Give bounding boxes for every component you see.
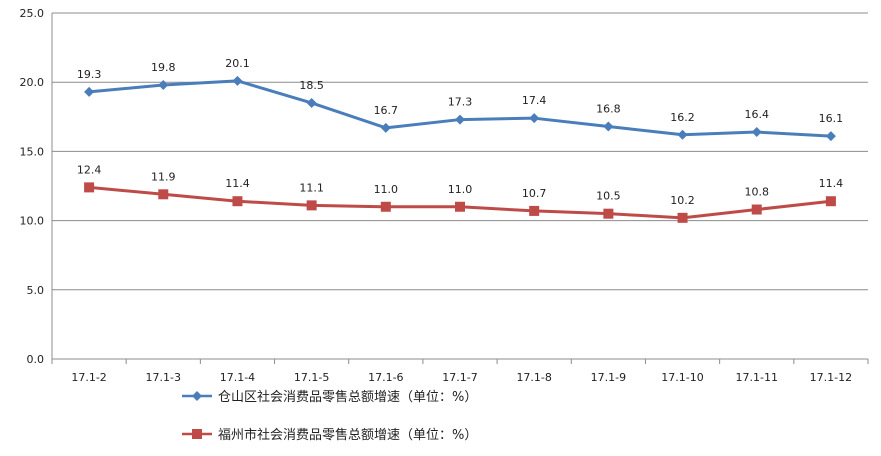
legend-item-fuzhou: 福州市社会消费品零售总额增速（单位：%） — [180, 424, 477, 443]
data-point-marker — [232, 196, 243, 207]
data-label: 11.1 — [299, 181, 324, 194]
data-label: 19.8 — [151, 61, 176, 74]
legend-label-cangshan: 仓山区社会消费品零售总额增速（单位：%） — [218, 390, 478, 405]
data-point-marker — [84, 86, 95, 97]
data-label: 11.9 — [151, 170, 176, 183]
data-label: 10.2 — [670, 194, 695, 207]
data-point-marker — [677, 212, 688, 223]
data-point-marker — [529, 205, 540, 216]
data-label: 16.8 — [596, 102, 621, 115]
data-point-marker — [751, 204, 762, 215]
x-tick-label: 17.1-4 — [220, 371, 255, 384]
data-label: 11.0 — [374, 183, 399, 196]
data-label: 10.7 — [522, 187, 547, 200]
y-tick-label: 15.0 — [20, 145, 45, 158]
x-tick-label: 17.1-8 — [516, 371, 551, 384]
data-point-marker — [603, 208, 614, 219]
data-point-marker — [455, 201, 465, 212]
data-point-marker — [158, 189, 169, 200]
data-label: 18.5 — [299, 79, 324, 92]
data-label: 16.2 — [670, 111, 695, 124]
data-point-marker — [603, 121, 614, 132]
data-label: 11.0 — [448, 183, 473, 196]
x-tick-label: 17.1-2 — [71, 371, 106, 384]
y-tick-label: 5.0 — [27, 284, 45, 297]
data-point-marker — [380, 122, 391, 133]
data-label: 10.5 — [596, 190, 621, 203]
data-label: 12.4 — [77, 163, 102, 176]
data-label: 10.8 — [744, 186, 769, 199]
data-point-marker — [306, 200, 317, 211]
y-tick-label: 0.0 — [27, 353, 45, 366]
data-point-marker — [380, 201, 391, 212]
x-tick-label: 17.1-3 — [146, 371, 181, 384]
data-point-marker — [158, 79, 169, 90]
data-point-marker — [232, 75, 243, 86]
data-label: 20.1 — [225, 57, 250, 70]
x-tick-label: 17.1-6 — [368, 371, 403, 384]
x-tick-label: 17.1-9 — [591, 371, 626, 384]
x-tick-label: 17.1-10 — [661, 371, 703, 384]
y-tick-label: 10.0 — [20, 215, 45, 228]
data-point-marker — [84, 182, 95, 193]
data-label: 16.7 — [374, 104, 399, 117]
data-label: 11.4 — [819, 177, 844, 190]
data-point-marker — [751, 127, 762, 138]
data-point-marker — [455, 114, 465, 125]
data-point-marker — [825, 131, 836, 142]
data-label: 16.1 — [819, 112, 844, 125]
data-label: 16.4 — [744, 108, 769, 121]
legend-item-cangshan: 仓山区社会消费品零售总额增速（单位：%） — [180, 386, 477, 405]
legend-label-fuzhou: 福州市社会消费品零售总额增速（单位：%） — [218, 428, 478, 443]
data-point-marker — [825, 196, 836, 207]
x-tick-label: 17.1-5 — [294, 371, 329, 384]
data-point-marker — [529, 113, 540, 124]
data-point-marker — [677, 129, 688, 140]
diamond-marker-icon — [182, 390, 212, 401]
data-label: 17.3 — [448, 96, 473, 109]
data-label: 17.4 — [522, 94, 547, 107]
x-tick-label: 17.1-7 — [442, 371, 477, 384]
data-point-marker — [306, 97, 317, 108]
y-tick-label: 25.0 — [20, 7, 45, 20]
data-label: 11.4 — [225, 177, 250, 190]
data-label: 19.3 — [77, 68, 102, 81]
x-tick-label: 17.1-11 — [735, 371, 777, 384]
x-tick-label: 17.1-12 — [810, 371, 852, 384]
square-marker-icon — [182, 428, 212, 439]
y-tick-label: 20.0 — [20, 76, 45, 89]
